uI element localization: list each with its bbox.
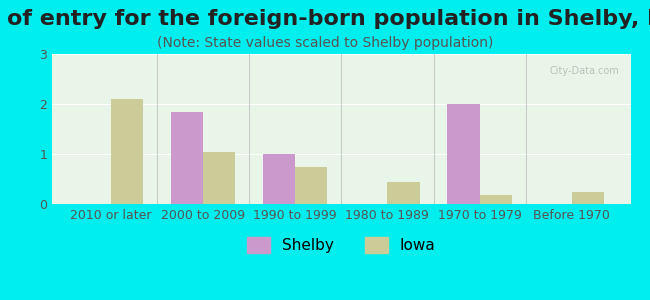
Bar — [263, 154, 295, 204]
Bar — [447, 104, 480, 204]
Text: City-Data.com: City-Data.com — [549, 66, 619, 76]
Bar — [295, 167, 328, 204]
Bar — [480, 195, 512, 204]
Bar — [170, 112, 203, 204]
Bar — [203, 152, 235, 204]
Bar — [572, 191, 604, 204]
Text: Year of entry for the foreign-born population in Shelby, Iowa: Year of entry for the foreign-born popul… — [0, 9, 650, 29]
Bar — [111, 99, 143, 204]
Legend: Shelby, Iowa: Shelby, Iowa — [241, 231, 441, 260]
Bar — [387, 182, 420, 204]
Text: (Note: State values scaled to Shelby population): (Note: State values scaled to Shelby pop… — [157, 36, 493, 50]
